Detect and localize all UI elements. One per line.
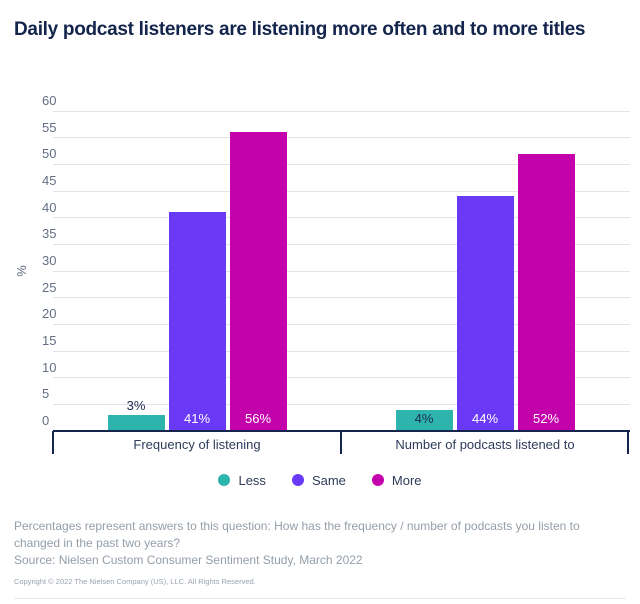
bar-value-label: 52%	[532, 411, 560, 426]
bar-value-label: 41%	[183, 411, 211, 426]
legend-swatch-icon	[371, 474, 384, 486]
footnote: Percentages represent answers to this qu…	[14, 518, 628, 569]
bar-more-2[interactable]	[517, 153, 575, 431]
footnote-source: Source: Nielsen Custom Consumer Sentimen…	[14, 553, 363, 567]
bar-same-2[interactable]	[456, 196, 514, 431]
y-tick-label: 30	[42, 253, 57, 268]
gridline	[53, 323, 630, 325]
x-axis-tick	[52, 431, 54, 454]
legend-item-same[interactable]: Same	[291, 472, 346, 488]
gridline	[53, 270, 630, 272]
legend-item-less[interactable]: Less	[218, 472, 266, 488]
legend-label: Same	[311, 472, 346, 488]
chart-title: Daily podcast listeners are listening mo…	[14, 19, 586, 40]
y-tick-label: 60	[42, 93, 57, 108]
bar-value-label: 56%	[244, 411, 272, 426]
bar-more-1[interactable]	[229, 132, 287, 431]
y-tick-label: 15	[42, 333, 57, 348]
legend: Less Same More	[0, 470, 640, 490]
gridline	[53, 137, 630, 139]
category-label-1: Frequency of listening	[133, 437, 261, 452]
y-tick-label: 35	[42, 226, 57, 242]
gridline	[53, 297, 630, 299]
y-tick-label: 55	[42, 119, 57, 135]
gridline	[53, 350, 630, 352]
y-axis-title: %	[14, 265, 29, 277]
y-tick-label: 0	[42, 413, 50, 428]
bar-value-label: 44%	[471, 411, 499, 426]
y-tick-label: 20	[42, 306, 57, 322]
y-tick-label: 25	[42, 279, 57, 295]
bar-value-label: 4%	[414, 411, 434, 426]
legend-label: More	[391, 472, 422, 488]
footnote-question: Percentages represent answers to this qu…	[14, 519, 580, 550]
copyright-text: Copyright © 2022 The Nielsen Company (US…	[14, 577, 256, 586]
y-tick-label: 45	[42, 173, 57, 188]
bar-less-1[interactable]	[107, 415, 165, 431]
legend-swatch-icon	[291, 474, 304, 486]
gridline	[53, 110, 630, 112]
legend-swatch-icon	[218, 474, 231, 486]
x-axis-tick	[340, 431, 342, 454]
gridline	[53, 217, 630, 219]
y-tick-label: 5	[42, 386, 50, 402]
category-label-2: Number of podcasts listened to	[395, 437, 575, 452]
y-tick-label: 40	[42, 199, 57, 215]
bar-value-label: 3%	[126, 398, 146, 413]
gridline	[53, 377, 630, 379]
gridline	[53, 403, 630, 405]
x-axis-tick	[627, 431, 629, 454]
bottom-divider	[14, 598, 626, 599]
legend-item-more[interactable]: More	[371, 472, 422, 488]
bar-same-1[interactable]	[168, 212, 226, 431]
gridline	[53, 163, 630, 165]
y-tick-label: 10	[42, 359, 57, 375]
legend-label: Less	[238, 472, 266, 488]
y-tick-label: 50	[42, 146, 57, 162]
gridline	[53, 190, 630, 192]
gridline	[53, 243, 630, 245]
bar-less-2[interactable]	[395, 409, 453, 431]
